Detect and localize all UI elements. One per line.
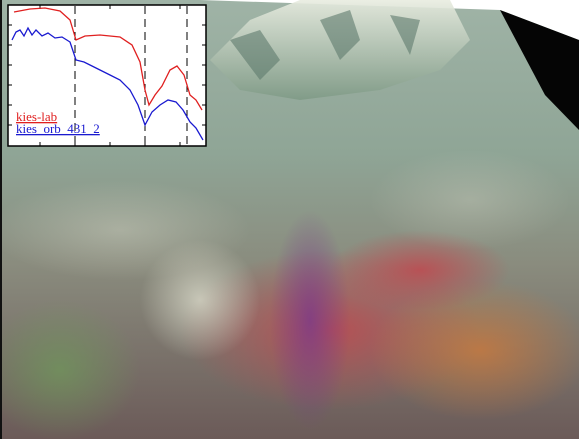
purple-area [270, 210, 350, 430]
scene: kies-lab kies_orb_431_2 [0, 0, 579, 439]
light-area [0, 180, 250, 280]
legend-entry: kies_orb_431_2 [16, 121, 100, 136]
light-area [370, 150, 570, 250]
inset-plot: kies-lab kies_orb_431_2 [8, 5, 206, 146]
